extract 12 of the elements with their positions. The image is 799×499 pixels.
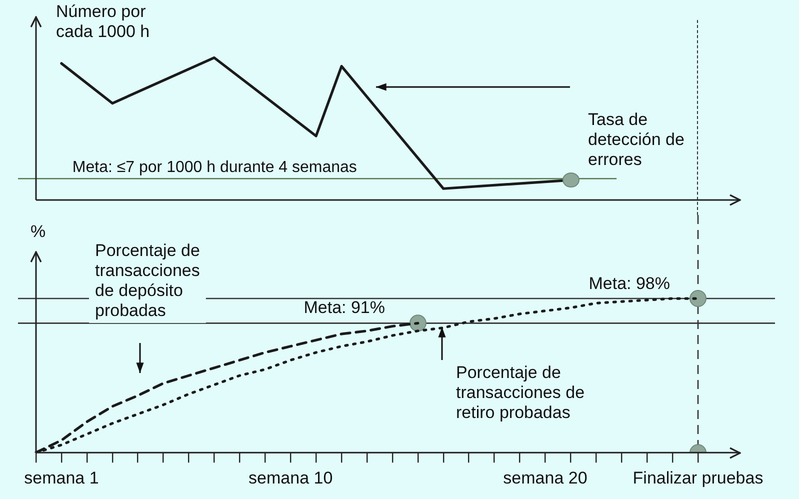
- x-tick-label: semana 1: [24, 468, 99, 488]
- x-tick-label: semana 10: [248, 468, 333, 488]
- y-axis-title: Número por cada 1000 h: [56, 2, 150, 42]
- x-tick-label: Finalizar pruebas: [632, 468, 764, 488]
- annotation: Meta: 91%: [304, 298, 385, 318]
- text: Meta: 98%: [588, 274, 670, 294]
- x-tick-label: semana 20: [503, 468, 588, 488]
- y-axis-title: %: [30, 222, 46, 242]
- annotation: Porcentaje de transacciones de retiro probadas: [456, 363, 585, 422]
- ref-line-label: Meta: ≤7 por 1000 h durante 4 semanas: [72, 159, 357, 176]
- annotation: Porcentaje de transacciones de depósito probadas: [95, 241, 200, 320]
- annotation: Tasa de detección de errores: [588, 110, 684, 170]
